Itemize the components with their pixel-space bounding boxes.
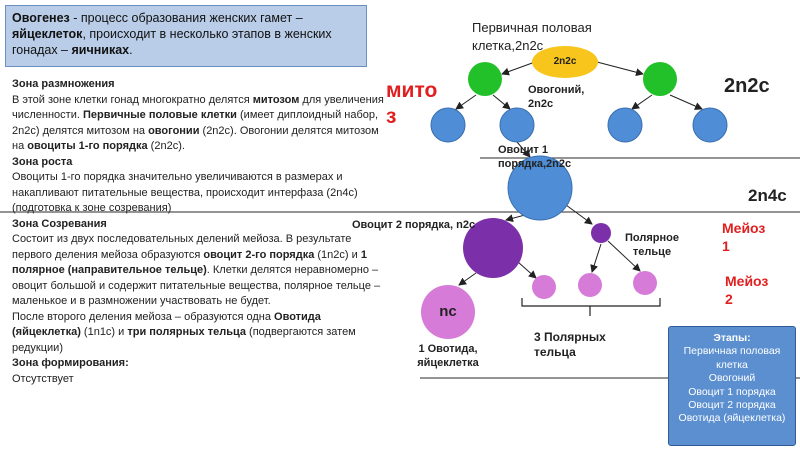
text: Состоит из двух последовательных делений… — [12, 233, 352, 261]
text: В этой зоне клетки гонад многократно дел… — [12, 93, 253, 106]
cells — [421, 46, 728, 339]
zone-paragraph: После второго деления мейоза – образуютс… — [12, 310, 384, 357]
bold-text: митозом — [252, 93, 300, 106]
stage-item: Первичная половая клетка — [683, 345, 781, 371]
text: , происходит в несколько этапов в женски… — [12, 27, 332, 57]
text: (имеет диплоидный набор, 2n2c) делятся м… — [12, 109, 379, 137]
bold-text: Овогенез — [12, 11, 70, 25]
zone-paragraph: Отсутствует — [12, 372, 384, 388]
zone-paragraph: Овоциты 1-го порядка значительно увеличи… — [12, 170, 384, 217]
label: Овоцит 1 порядка,2n2c — [498, 144, 572, 170]
text: Овоциты 1-го порядка значительно увеличи… — [12, 171, 358, 214]
stages-box: Этапы: Первичная половая клетка Овогоний О… — [668, 326, 796, 446]
bold-text: яйцеклеток — [12, 27, 83, 41]
stage-item: Овоцит 2 порядка — [688, 399, 776, 412]
bold-text: овоциты 1-го порядка — [27, 140, 148, 152]
zone-title: Зона Созревания — [12, 217, 107, 230]
text: для увеличения численности. — [12, 93, 384, 122]
bracket — [521, 298, 661, 316]
text: (подвергаются затем редукции) — [12, 326, 356, 354]
text: (1n1c) и — [80, 326, 128, 338]
label: Овоцит 2 порядка, n2c — [352, 219, 476, 231]
text: Отсутствует — [12, 372, 74, 385]
bold-text: яичниках — [71, 43, 130, 57]
label: 2n4c — [748, 186, 787, 205]
label: митоз — [386, 79, 438, 128]
label: Мейоз 2 — [725, 273, 769, 307]
label: 2n2c — [724, 75, 770, 97]
zone-title: Зона размножения — [12, 78, 115, 90]
arrows — [455, 61, 703, 286]
bold-text: Первичные половые клетки — [82, 109, 237, 121]
zone-title: Зона роста — [12, 155, 73, 168]
stages-title: Этапы: — [713, 332, 751, 344]
bold-text: овоцит 2-го порядка — [203, 248, 315, 261]
text: . — [129, 43, 133, 57]
intro-box: Овогенез - процесс образования женских г… — [5, 5, 367, 67]
bold-text: Овотида (яйцеклетка) — [12, 310, 321, 339]
stage-item: Овотида (яйцеклетка) — [678, 412, 786, 425]
zones-text: Зона размножения В этой зоне клетки гонад… — [12, 77, 384, 387]
zone-title: Зона формирования: — [12, 357, 129, 369]
label: Мейоз 1 — [722, 220, 766, 254]
stage-item: Овоцит 1 порядка — [688, 385, 776, 398]
text: (2n2c). — [147, 140, 185, 152]
label: 2n2c — [553, 56, 577, 67]
label: Первичная половая клетка,2n2c — [472, 20, 592, 53]
bold-text: 1 полярное (направительное тельце) — [12, 248, 367, 277]
zone-paragraph: Состоит из двух последовательных делений… — [12, 232, 384, 310]
label: nc — [439, 303, 457, 320]
text: После второго деления мейоза – образуютс… — [12, 310, 275, 323]
label: 1 Овотида, яйцеклетка — [417, 343, 479, 369]
stage-item: Овогоний — [708, 372, 756, 385]
text: (2n2c). Овогонии делятся митозом на — [12, 124, 379, 153]
label: Овогоний, 2n2c — [528, 84, 585, 110]
bold-text: овогонии — [148, 124, 200, 137]
label: Полярное тельце — [625, 232, 679, 258]
bold-text: три полярных тельца — [127, 326, 246, 338]
text: (1n2c) и — [314, 248, 361, 261]
zone-paragraph: В этой зоне клетки гонад многократно дел… — [12, 93, 384, 155]
text: - процесс образования женских гамет – — [69, 11, 303, 25]
label: 3 Полярных тельца — [534, 330, 606, 359]
stages-list: Первичная половая клетка Овогоний Овоцит 1… — [669, 345, 795, 425]
text: . Клетки делятся неравномерно – овоцит б… — [12, 264, 381, 307]
